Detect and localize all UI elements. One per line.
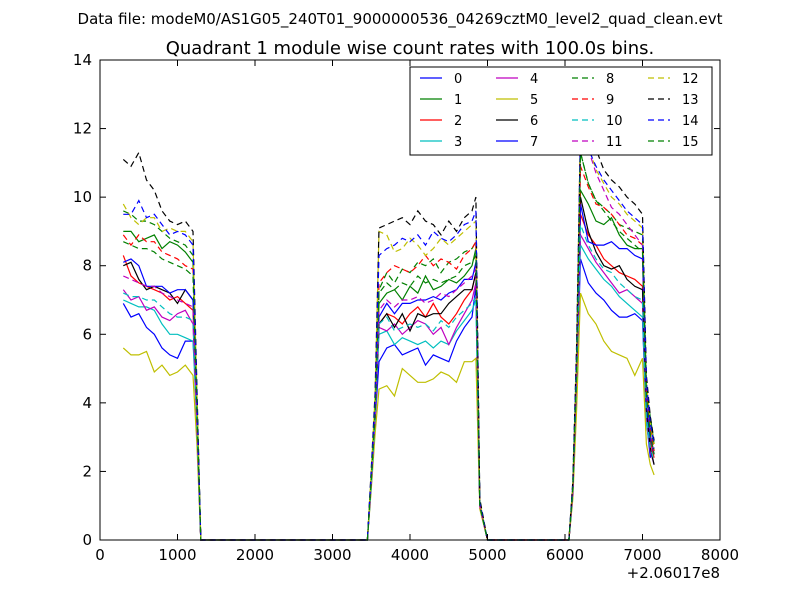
legend-label-6: 6	[530, 114, 538, 129]
legend-label-9: 9	[606, 93, 614, 108]
series-line-7	[123, 203, 655, 541]
legend-label-4: 4	[530, 72, 538, 87]
y-tick-label: 2	[82, 462, 92, 480]
data-file-title: Data file: modeM0/AS1G05_240T01_90000005…	[78, 10, 723, 29]
x-tick-label: 1000	[158, 546, 196, 564]
x-tick-label: 0	[95, 546, 105, 564]
y-tick-label: 10	[73, 188, 92, 206]
x-tick-label: 4000	[391, 546, 429, 564]
series-layer	[122, 118, 655, 541]
x-tick-label: 7000	[623, 546, 661, 564]
y-tick-label: 14	[73, 51, 92, 69]
y-tick-label: 0	[82, 531, 92, 549]
legend-box	[409, 66, 713, 156]
series-line-2	[122, 214, 655, 541]
ticks-layer: 0 1000 2000 3000 4000 5000 6000 7000 80000246810…	[73, 51, 739, 564]
legend-label-0: 0	[454, 72, 462, 87]
legend-label-10: 10	[606, 114, 623, 129]
series-line-6	[123, 196, 655, 541]
y-tick-label: 8	[82, 257, 92, 275]
plot-area: 0 1000 2000 3000 4000 5000 6000 7000 80000246810…	[73, 51, 739, 564]
legend-label-14: 14	[682, 114, 699, 129]
series-line-11	[123, 118, 655, 541]
series-line-14	[123, 128, 655, 541]
series-line-1	[123, 188, 655, 541]
series-line-15	[123, 152, 655, 541]
legend-label-8: 8	[606, 72, 614, 87]
series-line-3	[123, 242, 655, 541]
legend-label-15: 15	[682, 135, 699, 150]
chart-title: Quadrant 1 module wise count rates with …	[166, 38, 655, 59]
legend-label-13: 13	[682, 93, 699, 108]
legend-label-2: 2	[454, 114, 462, 129]
x-tick-label: 3000	[313, 546, 351, 564]
y-tick-label: 12	[73, 120, 92, 138]
x-tick-label: 2000	[236, 546, 274, 564]
series-line-8	[123, 152, 655, 541]
x-tick-label: 5000	[468, 546, 506, 564]
legend-label-1: 1	[454, 93, 462, 108]
series-line-12	[122, 118, 655, 541]
y-tick-label: 4	[82, 394, 92, 412]
series-line-13	[122, 134, 655, 541]
x-tick-label: 6000	[546, 546, 584, 564]
legend-label-11: 11	[606, 135, 623, 150]
series-line-10	[123, 224, 655, 541]
series-line-5	[122, 292, 655, 541]
x-offset-label: +2.06017e8	[627, 564, 720, 582]
legend-label-5: 5	[530, 93, 538, 108]
legend-label-12: 12	[682, 72, 699, 87]
y-tick-label: 6	[82, 325, 92, 343]
legend-label-7: 7	[530, 135, 538, 150]
x-tick-label: 8000	[701, 546, 739, 564]
legend-label-3: 3	[454, 135, 462, 150]
series-line-9	[122, 166, 655, 541]
